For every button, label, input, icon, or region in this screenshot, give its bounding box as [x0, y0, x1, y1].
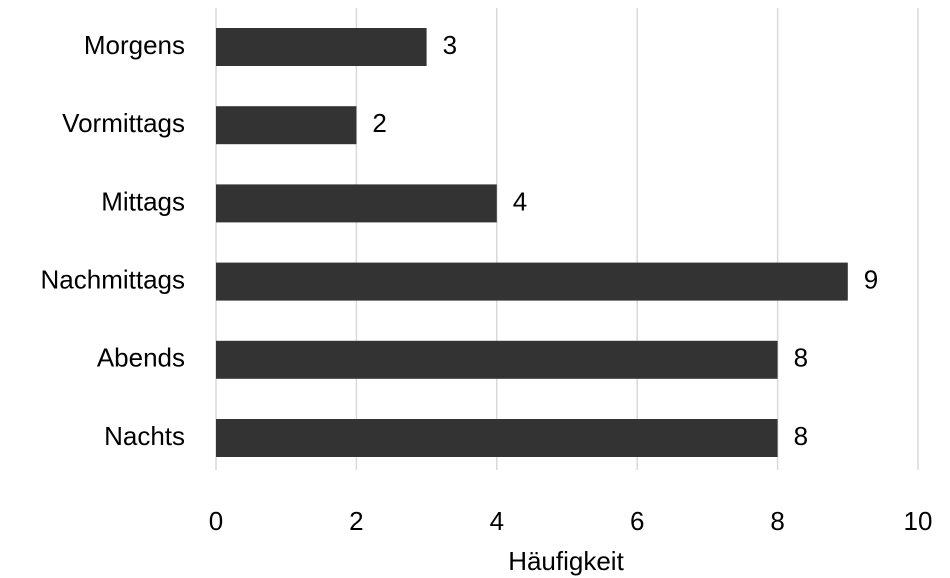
bar — [216, 340, 778, 379]
data-label: 8 — [794, 421, 808, 451]
x-tick-labels: 0 2 4 6 8 10 — [209, 506, 933, 536]
category-label: Abends — [97, 343, 185, 373]
bar — [216, 28, 427, 66]
bars — [216, 28, 848, 457]
gridlines — [215, 8, 919, 470]
x-axis-title: Häufigkeit — [508, 546, 624, 576]
data-label: 2 — [372, 108, 386, 138]
category-label: Nachmittags — [41, 264, 186, 294]
data-label: 4 — [513, 186, 527, 216]
bar — [216, 184, 497, 223]
x-tick-label: 2 — [349, 506, 363, 536]
data-label: 3 — [443, 30, 457, 60]
x-tick-label: 6 — [630, 506, 644, 536]
category-labels: Morgens Vormittags Mittags Nachmittags Abend… — [41, 30, 186, 451]
category-label: Nachts — [104, 421, 185, 451]
category-label: Morgens — [84, 30, 185, 60]
x-tick-label: 8 — [770, 506, 784, 536]
value-labels: 3 2 4 9 8 8 — [372, 30, 878, 451]
data-label: 8 — [794, 343, 808, 373]
data-label: 9 — [864, 264, 878, 294]
bar — [216, 262, 848, 301]
x-tick-label: 0 — [209, 506, 223, 536]
x-tick-label: 4 — [490, 506, 504, 536]
bar — [216, 419, 778, 457]
x-tick-label: 10 — [904, 506, 933, 536]
bar — [216, 106, 357, 145]
category-label: Vormittags — [62, 108, 185, 138]
category-label: Mittags — [101, 186, 185, 216]
